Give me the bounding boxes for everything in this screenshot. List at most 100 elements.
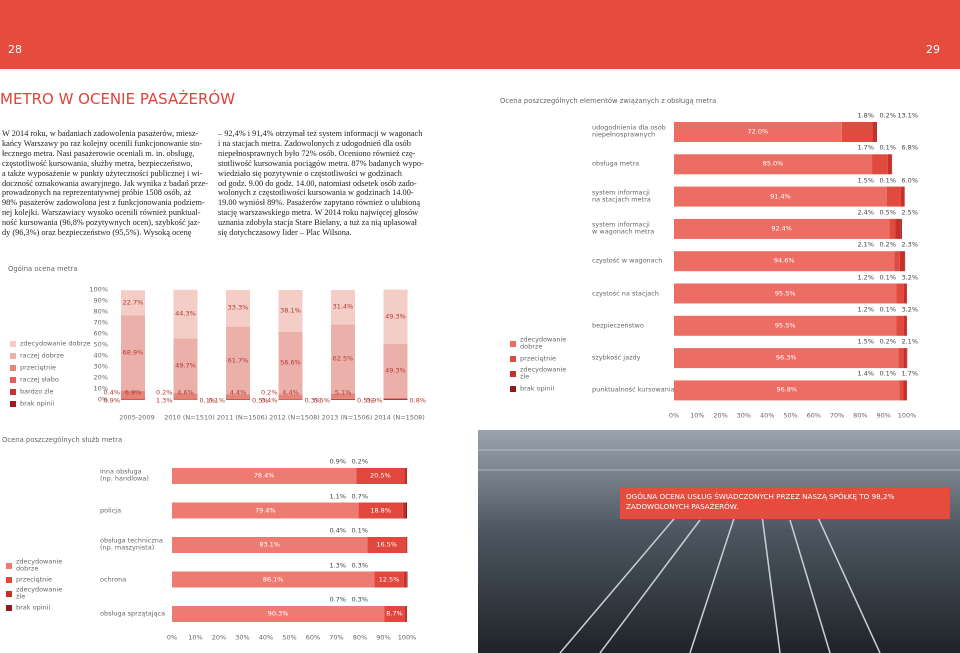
data-label: 12.5%: [378, 574, 400, 583]
data-label: 79.4%: [254, 505, 276, 514]
y-tick-label: czystość na stacjach: [592, 288, 659, 297]
x-tick-label: 70%: [329, 633, 344, 642]
bar-segment: [903, 348, 907, 369]
text-line: ność kursowania (96,8% pozytywnych ocen)…: [2, 218, 201, 228]
bar-segment: [896, 315, 904, 336]
y-tick-label: obsługa techniczna (np. maszynista): [100, 536, 163, 552]
data-label: 0.4%: [260, 396, 278, 405]
x-tick-label: 80%: [853, 411, 868, 420]
data-label: 0.2%: [879, 111, 896, 120]
data-label: 3.2%: [901, 272, 918, 281]
bar-segment: [121, 315, 145, 391]
data-label: 0.2%: [351, 457, 368, 466]
bar-segment: [226, 394, 250, 400]
x-tick-label: 60%: [305, 633, 321, 642]
data-label: 61.7%: [227, 355, 249, 364]
x-tick-label: 100%: [897, 411, 917, 420]
bar-segment: [889, 218, 896, 239]
data-label: 1.7%: [857, 143, 874, 152]
x-tick-label: 90%: [876, 411, 891, 420]
data-label: 0.4%: [103, 388, 120, 397]
data-label: 49.3%: [385, 312, 406, 321]
text-column: W 2014 roku, w badaniach zadowolenia pas…: [2, 129, 208, 238]
y-tick-label: 100%: [89, 285, 108, 294]
banner-box: [620, 487, 950, 519]
x-tick-label: 80%: [352, 633, 368, 642]
data-label: 6.9%: [124, 388, 142, 397]
data-label: 96.8%: [776, 385, 798, 394]
x-tick-label: 10%: [188, 633, 203, 642]
data-label: 8.7%: [386, 609, 403, 618]
bar-segment: [383, 289, 408, 344]
bar-segment: [173, 398, 198, 400]
data-label: 0.7%: [351, 491, 368, 500]
bar-segment: [886, 186, 901, 207]
data-label: 0.3%: [351, 560, 368, 569]
legend-swatch: [6, 591, 12, 597]
y-tick-label: system informacji w wagonach metra: [592, 220, 655, 236]
legend-label: brak opinii: [520, 384, 555, 393]
legend-swatch: [510, 341, 516, 347]
y-tick-label: obsługa metra: [592, 159, 640, 168]
data-label: 16.5%: [376, 540, 397, 549]
bar-segment: [374, 571, 404, 588]
bar-segment: [898, 348, 904, 369]
bar-segment: [383, 343, 408, 399]
data-label: 18.8%: [370, 505, 391, 514]
chart-title: Ocena poszczególnych służb metra: [2, 436, 123, 445]
chart-title: Ocena poszczególnych elementów związanyc…: [500, 97, 717, 106]
data-label: 6.8%: [901, 143, 918, 152]
x-tick-label: 30%: [736, 411, 752, 420]
data-label: 94.6%: [773, 256, 795, 265]
bar-segment: [226, 326, 250, 395]
y-tick-label: 10%: [93, 384, 108, 393]
text-line: niepełnosprawnych było 72% osób. Ocenion…: [218, 148, 416, 158]
data-label: 0.9%: [103, 396, 120, 405]
bar-segment: [384, 606, 405, 622]
data-label: 3.2%: [901, 305, 918, 314]
page-number: 28: [8, 43, 22, 56]
y-tick-label: bezpieczeństwo: [592, 321, 644, 330]
data-label: 1.3%: [329, 560, 346, 569]
x-tick-label: 0%: [166, 633, 178, 642]
data-label: 0.1%: [351, 526, 368, 535]
y-tick-label: ochrona: [100, 574, 127, 583]
bar-segment: [894, 251, 900, 272]
data-label: 0.2%: [879, 337, 896, 346]
y-tick-label: 50%: [93, 340, 108, 349]
text-line: 98% pasażerów zadowolona jest z funkcjon…: [2, 198, 205, 208]
data-label: 0.5%: [879, 208, 896, 217]
legend-label: zdecydowanie dobrze: [520, 335, 567, 351]
text-line: 19.00 wyniósł 89%. Pasażerów zapytano ró…: [218, 198, 421, 208]
bar-segment: [405, 502, 407, 519]
data-label: 2.3%: [901, 240, 918, 249]
bar-segment: [674, 348, 899, 369]
bar-segment: [900, 186, 905, 207]
legend-label: przeciętnie: [16, 575, 53, 584]
text-line: od godz. 9.00 do godz. 14.00, natomiast …: [218, 178, 417, 188]
data-label: 1.3%: [155, 396, 173, 405]
data-label: 1.2%: [857, 272, 874, 281]
data-label: 5.1%: [334, 388, 352, 397]
legend-label: brak opinii: [20, 399, 55, 408]
x-tick-label: 2005-2009: [119, 413, 155, 422]
bar-segment: [226, 290, 250, 327]
page-title: METRO W OCENIE PASAŻERÓW: [0, 90, 236, 108]
data-label: 92.4%: [771, 224, 792, 233]
y-tick-label: 80%: [93, 307, 108, 316]
text-line: uznania zdobyła stacja Stare Bielany, a …: [218, 218, 417, 228]
bar-segment: [121, 390, 145, 399]
data-label: 0.7%: [329, 595, 346, 604]
x-tick-label: 40%: [759, 411, 775, 420]
data-label: 6.0%: [901, 175, 918, 184]
x-tick-label: 0%: [668, 411, 680, 420]
bar-segment: [406, 571, 408, 588]
bar-segment: [278, 290, 303, 332]
bar-segment: [356, 468, 405, 484]
data-label: 1.1%: [329, 491, 346, 500]
legend-swatch: [510, 371, 516, 377]
y-tick-label: obsługa sprzątająca: [100, 609, 166, 618]
text-line: prowadzonych na reprezentatywnej próbie …: [2, 188, 192, 198]
